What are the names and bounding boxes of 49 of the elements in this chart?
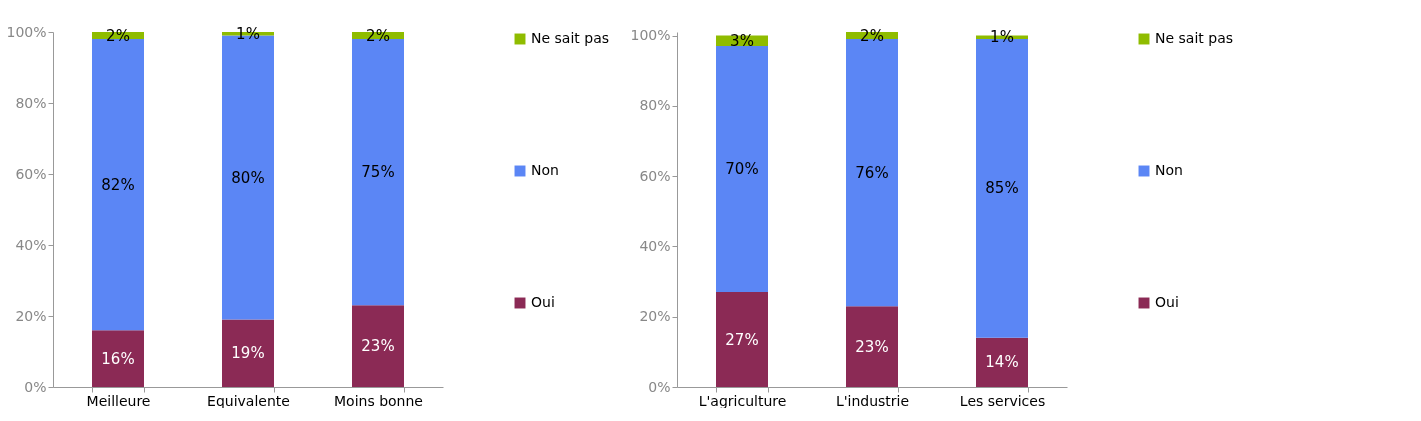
y-tick-label: 100% — [6, 23, 47, 40]
data-label: 75% — [361, 163, 395, 182]
data-label: 1% — [990, 28, 1014, 47]
legend-label: Non — [1155, 162, 1183, 178]
bar — [716, 46, 768, 293]
y-tick-label: 40% — [15, 236, 47, 253]
data-label: 85% — [985, 179, 1019, 198]
data-label: 23% — [361, 337, 395, 356]
y-tick-label: 40% — [639, 237, 671, 254]
x-tick-label: L'agriculture — [698, 392, 787, 409]
bar — [846, 306, 898, 387]
y-tick-label: 60% — [639, 167, 671, 184]
data-label: 3% — [730, 31, 754, 50]
data-label: 27% — [725, 330, 759, 349]
data-label: 23% — [855, 337, 889, 356]
data-label: 82% — [101, 175, 135, 194]
data-label: 19% — [231, 344, 265, 363]
y-tick-label: 60% — [15, 165, 47, 182]
x-tick-label: Les services — [959, 392, 1046, 409]
y-tick-label: 80% — [15, 94, 47, 111]
bar — [222, 319, 274, 387]
x-tick-label: L'industrie — [835, 392, 910, 409]
legend-label: Oui — [1155, 294, 1179, 310]
y-tick-label: 20% — [639, 308, 671, 325]
data-label: 16% — [101, 349, 135, 368]
bar — [846, 39, 898, 307]
bar — [92, 330, 144, 387]
data-label: 1% — [236, 24, 260, 43]
y-tick-label: 100% — [630, 27, 671, 44]
x-tick-label: Equivalente — [207, 392, 290, 409]
legend-label: Ne sait pas — [1155, 30, 1233, 46]
bar — [92, 39, 144, 331]
legend-label: Non — [531, 162, 559, 178]
y-tick-label: 0% — [24, 378, 47, 395]
data-label: 14% — [985, 353, 1019, 372]
bar — [352, 305, 404, 387]
data-label: 80% — [231, 168, 265, 187]
bar — [352, 39, 404, 306]
x-tick-label: Moins bonne — [334, 392, 423, 409]
data-label: 70% — [725, 160, 759, 179]
x-tick-label: Meilleure — [86, 392, 151, 409]
y-tick-label: 80% — [639, 97, 671, 114]
y-tick-label: 0% — [648, 378, 671, 395]
bar — [976, 337, 1028, 387]
legend-label: Oui — [531, 294, 555, 310]
legend-label: Ne sait pas — [531, 30, 609, 46]
bar — [716, 292, 768, 387]
data-label: 76% — [855, 163, 889, 182]
y-tick-label: 20% — [15, 307, 47, 324]
